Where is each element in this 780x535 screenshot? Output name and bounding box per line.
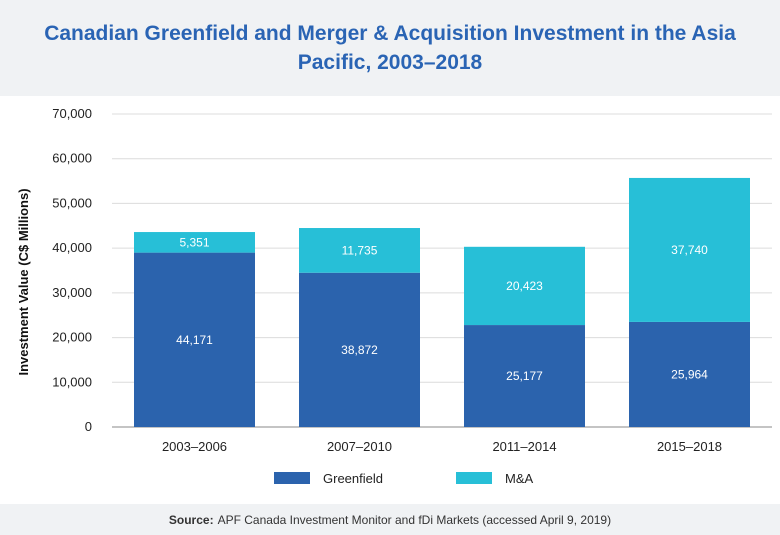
source-text: APF Canada Investment Monitor and fDi Ma… [217,512,612,527]
bar-value-label: 38,872 [341,343,378,357]
ma-bar [299,228,420,273]
bar-value-label: 37,740 [671,243,708,257]
y-axis-label: Investment Value (C$ Millions) [16,188,31,375]
chart-title: Canadian Greenfield and Merger & Acquisi… [44,22,736,74]
legend-swatch-greenfield [274,472,310,484]
legend: Greenfield M&A [274,471,534,486]
y-tick-label: 30,000 [52,285,92,300]
y-tick-label: 10,000 [52,374,92,389]
y-tick-label: 60,000 [52,151,92,166]
x-axis-ticks: 2003–2006 2007–2010 2011–2014 2015–2018 [162,439,722,454]
legend-swatch-ma [456,472,492,484]
legend-label-ma: M&A [505,471,534,486]
bar-value-label: 5,351 [179,235,209,249]
greenfield-bar [629,321,750,427]
greenfield-bar [134,252,255,427]
greenfield-bar [299,272,420,427]
y-tick-label: 70,000 [52,106,92,121]
x-tick-label: 2015–2018 [657,439,722,454]
bar-value-label: 25,964 [671,367,708,381]
bar-value-label: 11,735 [342,243,378,257]
x-tick-label: 2011–2014 [492,439,556,454]
greenfield-bar [464,325,585,427]
bars: 44,171 5,351 38,872 11,735 25,177 20,423 25,96… [134,177,750,427]
bar-chart: 0 10,000 20,000 30,000 40,000 50,000 60,000 70,… [16,106,772,486]
ma-bar [134,232,255,253]
title-bar: Canadian Greenfield and Merger & Acquisi… [0,0,780,96]
x-tick-label: 2007–2010 [327,439,392,454]
y-tick-label: 50,000 [52,195,92,210]
y-axis-ticks: 0 10,000 20,000 30,000 40,000 50,000 60,000 70,… [52,106,92,434]
y-tick-label: 40,000 [52,240,92,255]
ma-bar [464,246,585,326]
source-label: Source: [168,512,214,527]
x-tick-label: 2003–2006 [162,439,227,454]
bar-value-label: 25,177 [506,369,543,383]
bar-value-label: 20,423 [506,279,543,293]
bar-value-label: 44,171 [176,333,213,347]
y-tick-label: 20,000 [52,330,92,345]
legend-label-greenfield: Greenfield [323,471,383,486]
y-tick-label: 0 [85,419,92,434]
source-note: Source: APF Canada Investment Monitor an… [0,504,780,535]
ma-bar [629,177,750,322]
